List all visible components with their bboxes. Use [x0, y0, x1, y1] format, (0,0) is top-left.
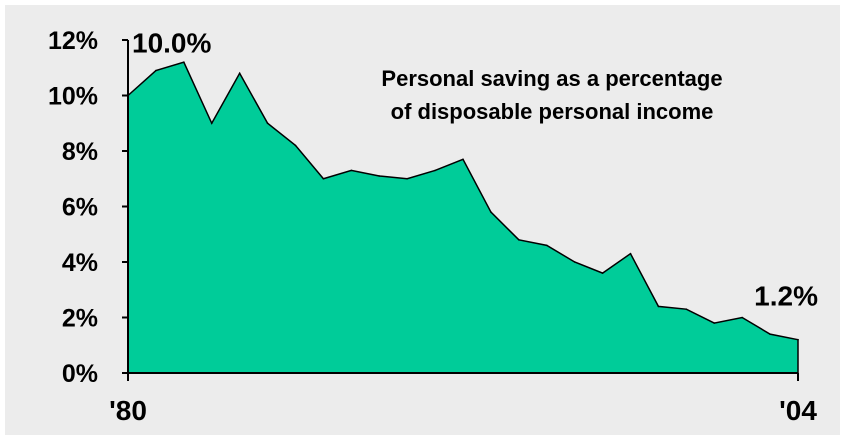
label-layer: 0% 2% 4% 6% 8% 10% 12% '80 '04 10.0% 1.2% Personal …: [48, 27, 818, 426]
data-point: [434, 169, 436, 172]
data-point: [155, 69, 157, 72]
saving-rate-line: [127, 61, 799, 373]
axis-layer: [122, 39, 799, 381]
saving-rate-area: [128, 62, 798, 373]
y-tick-label: 4%: [62, 249, 98, 277]
data-point: [378, 175, 381, 177]
data-point: [518, 239, 520, 241]
data-point: [629, 252, 632, 255]
x-tick-label: '04: [779, 395, 817, 426]
x-tick-label: '80: [109, 395, 147, 426]
start-value-annotation: 10.0%: [132, 28, 211, 59]
chart-title-line: Personal saving as a percentage: [381, 66, 722, 91]
data-point: [741, 316, 743, 319]
data-point: [573, 261, 576, 263]
data-point: [238, 72, 241, 75]
data-point: [462, 158, 464, 161]
y-tick-label: 0%: [62, 360, 98, 388]
data-point: [769, 333, 771, 335]
y-tick-label: 12%: [48, 27, 98, 55]
data-point: [685, 308, 688, 310]
data-point: [406, 177, 408, 180]
data-point: [210, 122, 213, 125]
end-value-annotation: 1.2%: [754, 281, 818, 312]
data-point: [713, 322, 716, 324]
data-point: [797, 338, 799, 341]
data-point: [266, 122, 269, 125]
data-point: [545, 244, 548, 247]
data-point: [601, 272, 604, 274]
data-point: [490, 211, 492, 213]
area-layer: [127, 61, 799, 373]
y-tick-label: 8%: [62, 138, 98, 166]
data-point: [322, 177, 325, 180]
chart-title-line: of disposable personal income: [391, 99, 714, 124]
y-tick-label: 10%: [48, 83, 98, 111]
y-tick-label: 6%: [62, 194, 98, 222]
data-point: [294, 144, 297, 147]
data-point: [657, 305, 660, 308]
y-tick-label: 2%: [62, 305, 98, 333]
data-point: [183, 61, 185, 63]
data-point: [350, 169, 353, 172]
